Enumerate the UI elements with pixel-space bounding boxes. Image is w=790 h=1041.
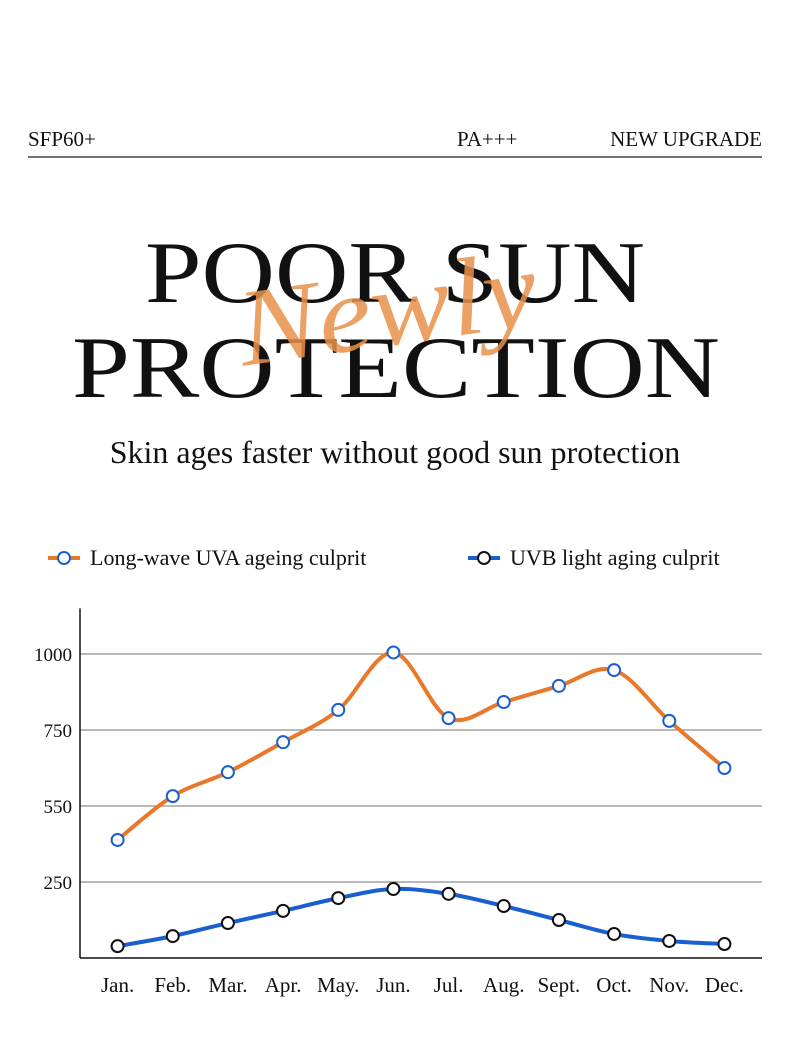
- legend-marker: [477, 551, 491, 565]
- x-tick-label: Jan.: [101, 973, 134, 997]
- x-tick-label: Jun.: [376, 973, 410, 997]
- point: [386, 645, 401, 660]
- point: [110, 939, 125, 954]
- x-tick-label: Sept.: [538, 973, 581, 997]
- point: [276, 735, 291, 750]
- point: [607, 926, 622, 941]
- line: [116, 650, 726, 842]
- headline-line2: PROTECTION: [72, 320, 720, 417]
- x-tick-label: Feb.: [154, 973, 191, 997]
- point: [717, 761, 732, 775]
- x-tick-label: May.: [317, 973, 359, 997]
- point: [165, 789, 180, 804]
- point: [220, 916, 235, 931]
- header-middle: PA+++: [457, 127, 517, 151]
- point: [441, 886, 456, 901]
- point: [551, 678, 566, 693]
- chart: 250 550 750 1000 Jan. Feb. Mar. Apr. May. Jun. Jul…: [34, 545, 762, 997]
- x-tick-label: Jul.: [434, 973, 464, 997]
- legend-marker: [57, 551, 71, 565]
- y-tick-label: 250: [44, 873, 73, 894]
- point: [662, 933, 677, 948]
- point: [607, 663, 622, 678]
- point: [496, 695, 511, 710]
- y-tick-label: 1000: [34, 645, 72, 666]
- point: [441, 711, 456, 726]
- x-tick-label: Dec.: [705, 973, 744, 997]
- y-tick-label: 750: [44, 721, 73, 742]
- point: [165, 929, 180, 944]
- point: [220, 765, 235, 780]
- x-tick-label: Aug.: [483, 973, 524, 997]
- x-tick-label: Nov.: [649, 973, 689, 997]
- point: [110, 832, 125, 847]
- point: [662, 713, 677, 728]
- legend-label: UVB light aging culprit: [510, 545, 720, 570]
- header-right: NEW UPGRADE: [610, 127, 762, 151]
- legend-label: Long-wave UVA ageing culprit: [90, 545, 366, 570]
- point: [496, 899, 511, 914]
- point: [331, 702, 346, 717]
- line: [117, 886, 725, 949]
- y-tick-label: 550: [44, 797, 73, 818]
- x-tick-label: Oct.: [596, 973, 632, 997]
- x-tick-label: Mar.: [208, 973, 247, 997]
- subtitle: Skin ages faster without good sun protec…: [110, 434, 681, 470]
- header-left: SFP60+: [28, 127, 96, 151]
- point: [386, 881, 401, 896]
- point: [276, 903, 291, 918]
- x-tick-label: Apr.: [265, 973, 302, 997]
- headline-line1: POOR SUN: [145, 225, 645, 322]
- point: [551, 913, 566, 927]
- point: [717, 937, 732, 952]
- point: [331, 891, 346, 906]
